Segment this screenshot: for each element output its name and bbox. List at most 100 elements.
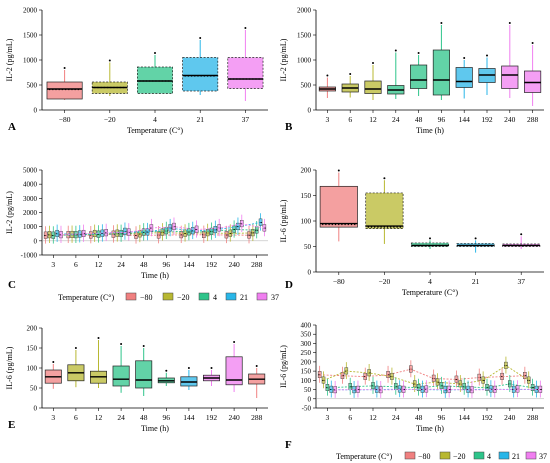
box xyxy=(439,376,444,394)
box xyxy=(432,22,450,100)
box xyxy=(227,27,264,101)
legend-swatch xyxy=(225,292,237,301)
panel-letter-b: B xyxy=(285,121,293,133)
box xyxy=(375,380,379,398)
legend-swatch xyxy=(125,292,137,301)
x-tick-label: −20 xyxy=(379,277,391,286)
x-tick-label: −80 xyxy=(59,115,71,124)
box xyxy=(470,380,474,398)
chart-panel-a: 0 500 1000 1500 2000 −80 −20 4 21 37 Temperature (… xyxy=(5,7,268,135)
outlier-point xyxy=(108,59,111,62)
box-body xyxy=(112,365,130,387)
x-tick-label: 6 xyxy=(74,260,78,269)
box xyxy=(119,224,123,242)
y-tick-label: 100 xyxy=(301,218,312,226)
box xyxy=(123,222,127,240)
box xyxy=(104,223,108,242)
panel-letter-f: F xyxy=(285,439,292,451)
box-body xyxy=(501,65,519,89)
trend-line xyxy=(57,221,261,235)
outlier-point xyxy=(154,52,156,54)
box xyxy=(435,373,440,391)
outlier-point xyxy=(372,62,374,64)
x-tick-label: 3 xyxy=(51,413,55,422)
box xyxy=(258,213,263,231)
y-tick-label: 200 xyxy=(301,358,312,366)
y-tick-label: 50 xyxy=(304,243,312,251)
legend-swatch xyxy=(404,451,416,460)
x-axis-label: Temperature (C°) xyxy=(127,126,184,135)
y-tick-label: 4000 xyxy=(23,181,38,189)
legend-entry: 4 xyxy=(473,451,491,461)
y-axis-label: IL-6 (pg/mL) xyxy=(279,199,288,242)
outlier-point xyxy=(326,74,329,77)
box xyxy=(67,347,85,388)
legend-swatch xyxy=(525,451,537,460)
outlier-point xyxy=(337,169,340,172)
box xyxy=(371,376,375,394)
x-tick-label: 24 xyxy=(117,260,125,269)
x-axis-label: Time (h) xyxy=(141,424,169,433)
y-tick-label: 50 xyxy=(304,386,312,394)
y-tick-label: 5000 xyxy=(23,167,38,175)
box-body xyxy=(182,57,219,92)
box xyxy=(485,378,489,396)
box xyxy=(341,73,359,98)
box-body xyxy=(227,57,264,89)
box-body xyxy=(455,67,473,88)
x-tick-label: 240 xyxy=(228,260,240,269)
outlier-point xyxy=(463,57,466,59)
x-tick-label: 96 xyxy=(438,115,446,124)
legend-swatch xyxy=(256,292,268,301)
x-tick-label: 6 xyxy=(74,413,78,422)
legend-entry: 37 xyxy=(256,292,279,302)
box xyxy=(502,233,541,250)
box-body xyxy=(410,64,428,89)
x-tick-label: 192 xyxy=(206,413,218,422)
outlier-point xyxy=(383,177,386,180)
legend-swatch xyxy=(473,451,485,460)
box xyxy=(164,221,169,240)
x-tick-label: −20 xyxy=(104,115,116,124)
y-tick-label: 1000 xyxy=(23,223,38,231)
box xyxy=(319,169,358,242)
box xyxy=(390,367,394,385)
box xyxy=(524,42,542,106)
box-body xyxy=(524,70,542,93)
box xyxy=(394,377,398,395)
legend-label: 37 xyxy=(539,452,547,461)
box xyxy=(318,74,336,98)
box xyxy=(410,52,428,96)
box xyxy=(183,224,187,242)
trend-line xyxy=(60,223,265,236)
x-tick-label: 240 xyxy=(504,413,516,422)
legend-swatch xyxy=(498,451,510,460)
outlier-point xyxy=(210,367,213,369)
x-tick-label: 96 xyxy=(163,260,171,269)
x-tick-label: 240 xyxy=(504,115,516,124)
y-tick-label: 0 xyxy=(308,107,312,115)
box xyxy=(179,225,183,244)
y-tick-label: 150 xyxy=(27,345,38,353)
box-body xyxy=(225,356,243,386)
box xyxy=(91,59,128,96)
box xyxy=(477,368,481,386)
x-tick-label: 4 xyxy=(428,277,432,286)
legend-swatch xyxy=(198,292,210,301)
box xyxy=(386,365,390,383)
outlier-point xyxy=(244,27,247,29)
legend-title: Temperature (C°) xyxy=(336,452,393,461)
x-tick-label: 48 xyxy=(415,115,423,124)
y-tick-label: 250 xyxy=(301,349,312,357)
chart-panel-b: 0 500 1000 1500 2000 3 6 12 24 48 96 144 192 240 288 Ti… xyxy=(279,7,544,135)
y-tick-label: 0 xyxy=(34,405,38,413)
legend-entry: 37 xyxy=(525,451,547,461)
box xyxy=(160,223,165,241)
x-tick-label: 37 xyxy=(517,277,525,286)
box xyxy=(137,52,173,94)
box xyxy=(431,369,436,387)
legend-label: 21 xyxy=(512,452,520,461)
box xyxy=(493,380,497,398)
